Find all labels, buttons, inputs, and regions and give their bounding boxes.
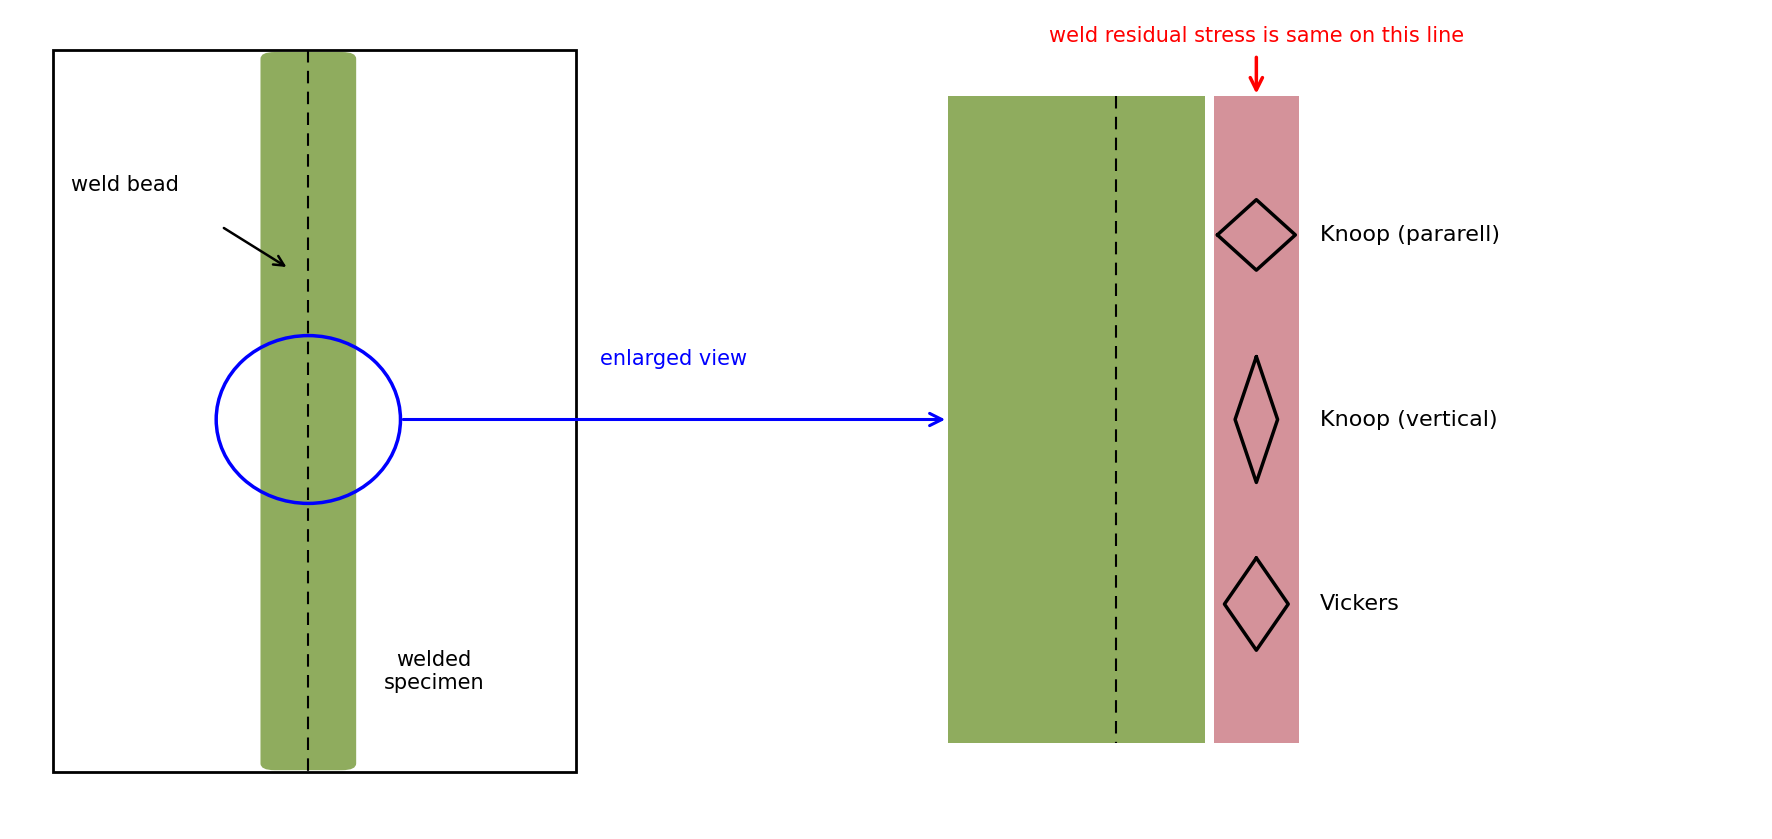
Text: weld bead: weld bead — [71, 175, 179, 195]
Text: welded
specimen: welded specimen — [385, 649, 484, 693]
Text: Vickers: Vickers — [1320, 594, 1400, 614]
FancyBboxPatch shape — [260, 52, 356, 770]
Text: enlarged view: enlarged view — [599, 349, 748, 369]
Bar — [1214, 96, 1299, 743]
Text: weld residual stress is same on this line: weld residual stress is same on this lin… — [1049, 26, 1464, 46]
Text: Knoop (pararell): Knoop (pararell) — [1320, 225, 1501, 245]
Bar — [948, 96, 1205, 743]
Text: Knoop (vertical): Knoop (vertical) — [1320, 409, 1497, 430]
Bar — [53, 50, 576, 772]
